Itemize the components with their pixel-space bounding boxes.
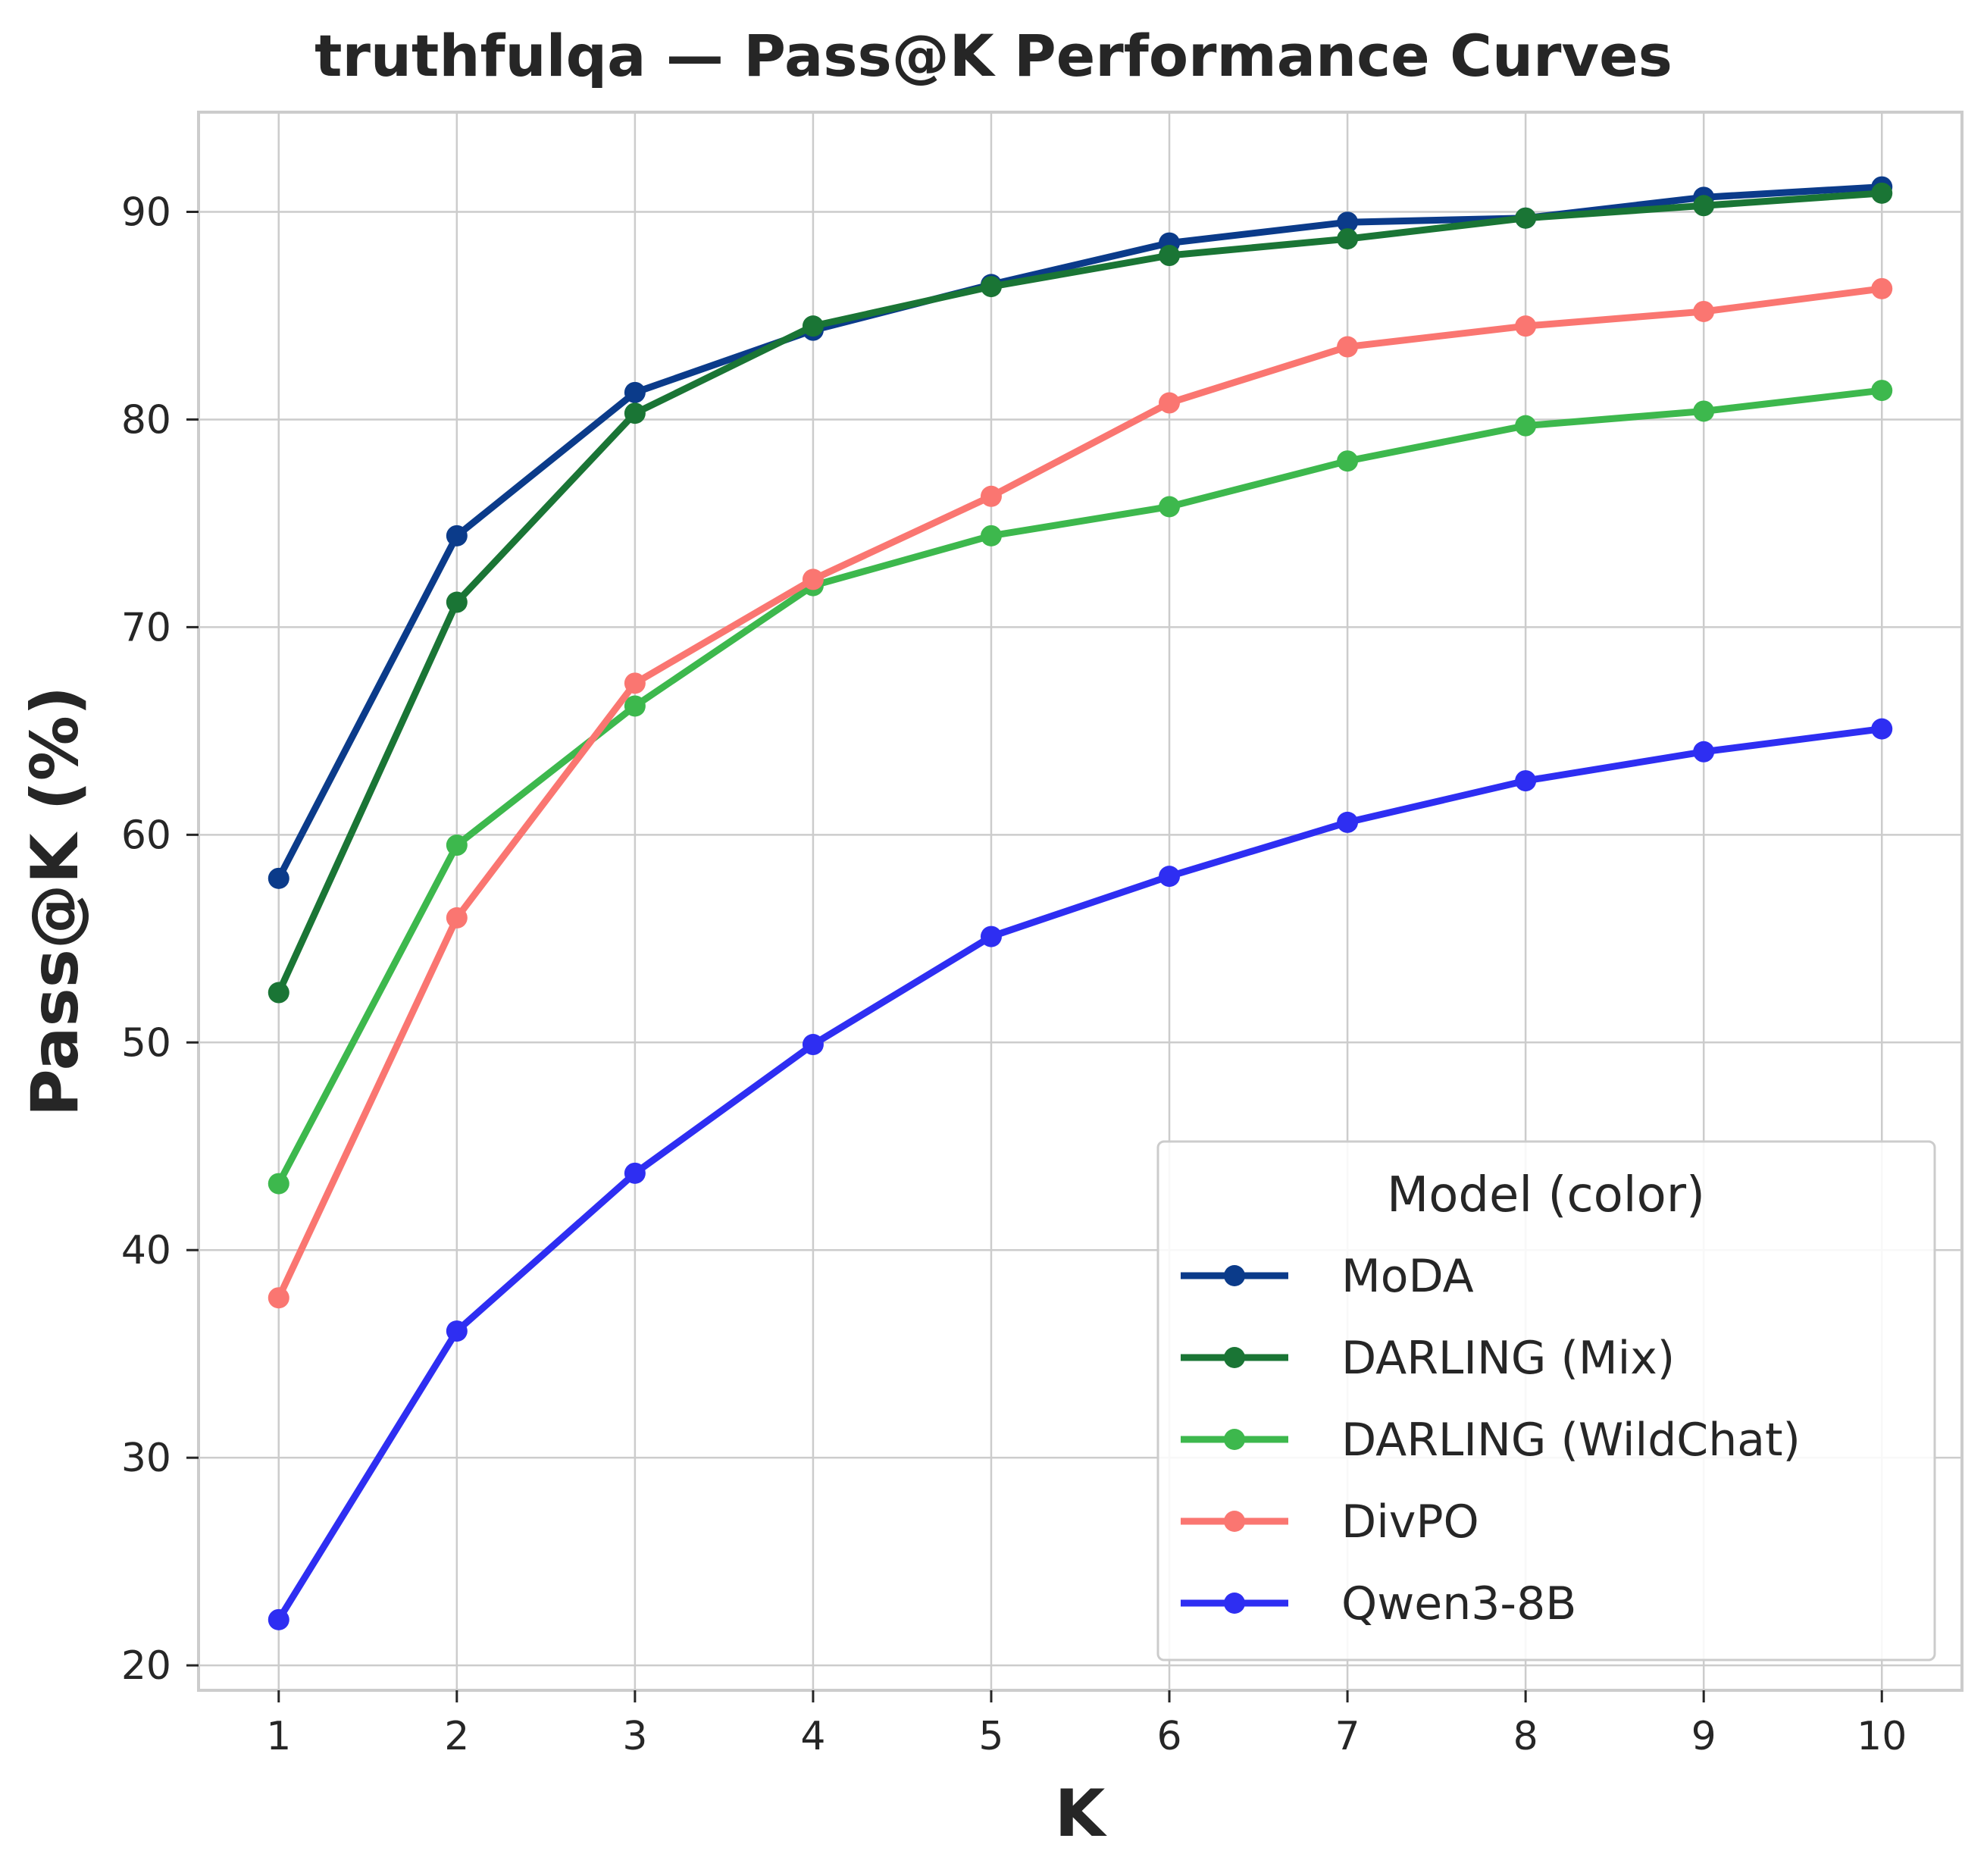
y-tick-label: 30 (121, 1436, 171, 1481)
data-point-darling-wildchat (1515, 415, 1537, 437)
legend-label: MoDA (1341, 1250, 1474, 1303)
data-point-divpo (1515, 315, 1537, 337)
data-point-moda (268, 867, 289, 889)
data-point-divpo (1159, 392, 1181, 414)
data-point-divpo (624, 672, 646, 694)
legend-label: DivPO (1341, 1495, 1479, 1549)
data-point-qwen3-8b (624, 1162, 646, 1184)
legend-label: Qwen3-8B (1341, 1577, 1576, 1630)
legend-swatch-marker (1224, 1347, 1245, 1368)
data-point-darling-mix (1337, 228, 1359, 250)
data-point-qwen3-8b (1693, 741, 1715, 763)
series-qwen3-8b (268, 718, 1893, 1630)
data-point-darling-wildchat (446, 835, 468, 857)
data-point-darling-wildchat (1693, 400, 1715, 422)
data-point-darling-wildchat (980, 525, 1002, 547)
series-divpo (268, 277, 1893, 1309)
legend-item-darling-wildchat: DARLING (WildChat) (1181, 1414, 1801, 1467)
legend-swatch-marker (1224, 1429, 1245, 1450)
series-line-qwen3-8b (275, 725, 1885, 1624)
series-line-darling-wildchat (275, 387, 1885, 1188)
data-point-darling-mix (624, 402, 646, 424)
data-point-darling-wildchat (624, 695, 646, 717)
legend: Model (color) MoDA DARLING (Mix) DARLING (… (1156, 1140, 1936, 1661)
series-darling-wildchat (268, 380, 1893, 1195)
x-tick-label: 8 (1513, 1714, 1538, 1759)
y-tick-label: 70 (121, 605, 171, 650)
data-point-darling-mix (1159, 245, 1181, 267)
data-point-qwen3-8b (1515, 770, 1537, 792)
legend-item-divpo: DivPO (1181, 1495, 1479, 1549)
data-point-divpo (1337, 336, 1359, 358)
data-point-darling-wildchat (268, 1173, 289, 1195)
data-point-qwen3-8b (980, 925, 1002, 947)
chart-title: truthfulqa — Pass@K Performance Curves (314, 22, 1673, 89)
series-darling-mix (268, 182, 1893, 1004)
data-point-divpo (1693, 300, 1715, 322)
x-tick-label: 1 (266, 1714, 291, 1759)
legend-swatch-marker (1224, 1593, 1245, 1614)
series-line-darling-mix (275, 189, 1885, 997)
data-point-qwen3-8b (446, 1320, 468, 1342)
y-axis-label: Pass@K (%) (17, 686, 93, 1117)
series-layer (268, 176, 1893, 1630)
legend-item-darling-mix: DARLING (Mix) (1181, 1332, 1675, 1385)
x-tick-label: 7 (1335, 1714, 1360, 1759)
series-line-moda (275, 183, 1885, 882)
data-point-darling-wildchat (1871, 380, 1893, 402)
legend-box (1156, 1140, 1936, 1661)
legend-label: DARLING (WildChat) (1341, 1414, 1801, 1467)
x-tick-label: 9 (1691, 1714, 1716, 1759)
legend-items: MoDA DARLING (Mix) DARLING (WildChat) DivPO… (1181, 1250, 1801, 1630)
x-tick-label: 5 (978, 1714, 1003, 1759)
data-point-divpo (268, 1287, 289, 1309)
data-point-darling-wildchat (1159, 496, 1181, 518)
data-point-qwen3-8b (1159, 866, 1181, 888)
data-point-darling-mix (1871, 182, 1893, 204)
series-line-divpo (275, 285, 1885, 1301)
x-axis-label: K (1055, 1776, 1108, 1852)
y-tick-label: 20 (121, 1643, 171, 1689)
data-point-qwen3-8b (802, 1034, 824, 1056)
x-tick-label: 10 (1857, 1714, 1907, 1759)
x-tick-label: 2 (444, 1714, 469, 1759)
x-tick-label: 3 (622, 1714, 647, 1759)
data-point-qwen3-8b (1337, 811, 1359, 833)
data-point-moda (1337, 211, 1359, 233)
data-point-darling-mix (980, 276, 1002, 298)
legend-swatch-marker (1224, 1265, 1245, 1286)
data-point-qwen3-8b (1871, 718, 1893, 740)
data-point-darling-mix (1693, 195, 1715, 217)
x-tick-label: 4 (800, 1714, 825, 1759)
axis-ticks: 1 2 3 4 5 6 7 8 9 10 20 30 40 50 60 70 80 90 (121, 189, 1907, 1759)
legend-title: Model (color) (1387, 1167, 1705, 1223)
data-point-moda (446, 525, 468, 547)
data-point-divpo (446, 907, 468, 929)
legend-item-qwen3-8b: Qwen3-8B (1181, 1577, 1576, 1630)
data-point-darling-mix (268, 982, 289, 1004)
data-point-darling-mix (802, 315, 824, 337)
data-point-divpo (1871, 277, 1893, 299)
data-point-darling-mix (1515, 207, 1537, 229)
legend-swatch-marker (1224, 1511, 1245, 1532)
legend-item-moda: MoDA (1181, 1250, 1474, 1303)
y-tick-label: 40 (121, 1228, 171, 1273)
y-tick-label: 90 (121, 189, 171, 235)
y-tick-label: 60 (121, 813, 171, 858)
y-tick-label: 50 (121, 1020, 171, 1066)
legend-label: DARLING (Mix) (1341, 1332, 1675, 1385)
plot-area-frame (197, 111, 1964, 1692)
data-point-divpo (980, 485, 1002, 507)
series-moda (268, 176, 1893, 889)
data-point-qwen3-8b (268, 1608, 289, 1630)
y-tick-label: 80 (121, 397, 171, 443)
data-point-divpo (802, 568, 824, 590)
data-point-darling-wildchat (1337, 450, 1359, 472)
data-point-darling-mix (446, 591, 468, 613)
x-tick-label: 6 (1156, 1714, 1181, 1759)
data-point-moda (624, 381, 646, 403)
